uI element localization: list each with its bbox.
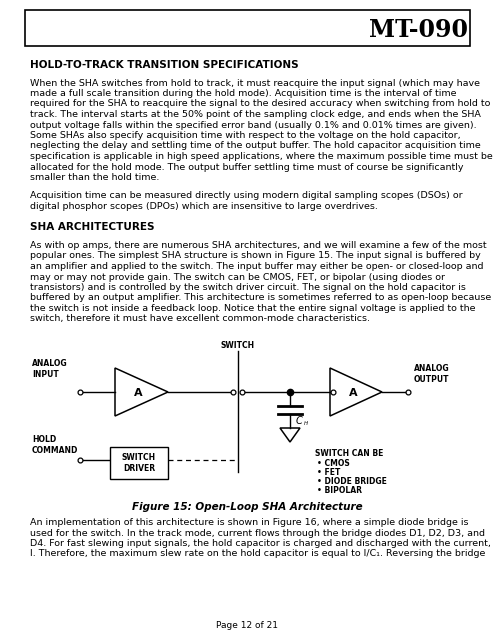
Text: track. The interval starts at the 50% point of the sampling clock edge, and ends: track. The interval starts at the 50% po…: [30, 110, 481, 119]
Text: specification is applicable in high speed applications, where the maximum possib: specification is applicable in high spee…: [30, 152, 493, 161]
Text: buffered by an output amplifier. This architecture is sometimes referred to as o: buffered by an output amplifier. This ar…: [30, 294, 491, 303]
Text: Some SHAs also specify acquisition time with respect to the voltage on the hold : Some SHAs also specify acquisition time …: [30, 131, 461, 140]
Text: popular ones. The simplest SHA structure is shown in Figure 15. The input signal: popular ones. The simplest SHA structure…: [30, 252, 481, 260]
Text: Figure 15: Open-Loop SHA Architecture: Figure 15: Open-Loop SHA Architecture: [132, 502, 362, 512]
Text: $_H$: $_H$: [303, 419, 309, 428]
Text: output voltage falls within the specified error band (usually 0.1% and 0.01% tim: output voltage falls within the specifie…: [30, 120, 477, 129]
Text: HOLD-TO-TRACK TRANSITION SPECIFICATIONS: HOLD-TO-TRACK TRANSITION SPECIFICATIONS: [30, 60, 298, 70]
Text: transistors) and is controlled by the switch driver circuit. The signal on the h: transistors) and is controlled by the sw…: [30, 283, 466, 292]
Text: used for the switch. In the track mode, current flows through the bridge diodes : used for the switch. In the track mode, …: [30, 529, 485, 538]
Bar: [110, 447, 168, 479]
Text: required for the SHA to reacquire the signal to the desired accuracy when switch: required for the SHA to reacquire the si…: [30, 99, 491, 109]
Text: $C$: $C$: [295, 414, 304, 426]
Text: When the SHA switches from hold to track, it must reacquire the input signal (wh: When the SHA switches from hold to track…: [30, 79, 480, 88]
Text: HOLD
COMMAND: HOLD COMMAND: [32, 435, 78, 454]
Text: digital phosphor scopes (DPOs) which are insensitive to large overdrives.: digital phosphor scopes (DPOs) which are…: [30, 202, 378, 211]
Text: • BIPOLAR: • BIPOLAR: [317, 486, 362, 495]
Text: the switch is not inside a feedback loop. Notice that the entire signal voltage : the switch is not inside a feedback loop…: [30, 304, 476, 313]
Bar: [25, 10, 470, 46]
Text: may or may not provide gain. The switch can be CMOS, FET, or bipolar (using diod: may or may not provide gain. The switch …: [30, 273, 445, 282]
Text: • CMOS: • CMOS: [317, 459, 350, 468]
Text: Acquisition time can be measured directly using modern digital sampling scopes (: Acquisition time can be measured directl…: [30, 191, 463, 200]
Text: ANALOG
OUTPUT: ANALOG OUTPUT: [414, 364, 449, 384]
Text: SWITCH
DRIVER: SWITCH DRIVER: [122, 453, 156, 473]
Text: made a full scale transition during the hold mode). Acquisition time is the inte: made a full scale transition during the …: [30, 89, 456, 98]
Text: SWITCH CAN BE: SWITCH CAN BE: [315, 449, 383, 458]
Text: • DIODE BRIDGE: • DIODE BRIDGE: [317, 477, 387, 486]
Text: D4. For fast slewing input signals, the hold capacitor is charged and discharged: D4. For fast slewing input signals, the …: [30, 539, 491, 548]
Text: I. Therefore, the maximum slew rate on the hold capacitor is equal to I/C₁. Reve: I. Therefore, the maximum slew rate on t…: [30, 550, 486, 559]
Text: • FET: • FET: [317, 468, 341, 477]
Text: ANALOG
INPUT: ANALOG INPUT: [32, 359, 68, 379]
Text: SHA ARCHITECTURES: SHA ARCHITECTURES: [30, 223, 154, 232]
Text: allocated for the hold mode. The output buffer settling time must of course be s: allocated for the hold mode. The output …: [30, 163, 463, 172]
Text: SWITCH: SWITCH: [221, 341, 255, 350]
Text: MT-090: MT-090: [369, 18, 468, 42]
Text: As with op amps, there are numerous SHA architectures, and we will examine a few: As with op amps, there are numerous SHA …: [30, 241, 487, 250]
Text: neglecting the delay and settling time of the output buffer. The hold capacitor : neglecting the delay and settling time o…: [30, 141, 481, 150]
Text: A: A: [348, 388, 357, 398]
Text: switch, therefore it must have excellent common-mode characteristics.: switch, therefore it must have excellent…: [30, 314, 370, 323]
Text: an amplifier and applied to the switch. The input buffer may either be open- or : an amplifier and applied to the switch. …: [30, 262, 484, 271]
Text: A: A: [134, 388, 143, 398]
Text: smaller than the hold time.: smaller than the hold time.: [30, 173, 159, 182]
Text: Page 12 of 21: Page 12 of 21: [216, 621, 278, 630]
Text: An implementation of this architecture is shown in Figure 16, where a simple dio: An implementation of this architecture i…: [30, 518, 468, 527]
